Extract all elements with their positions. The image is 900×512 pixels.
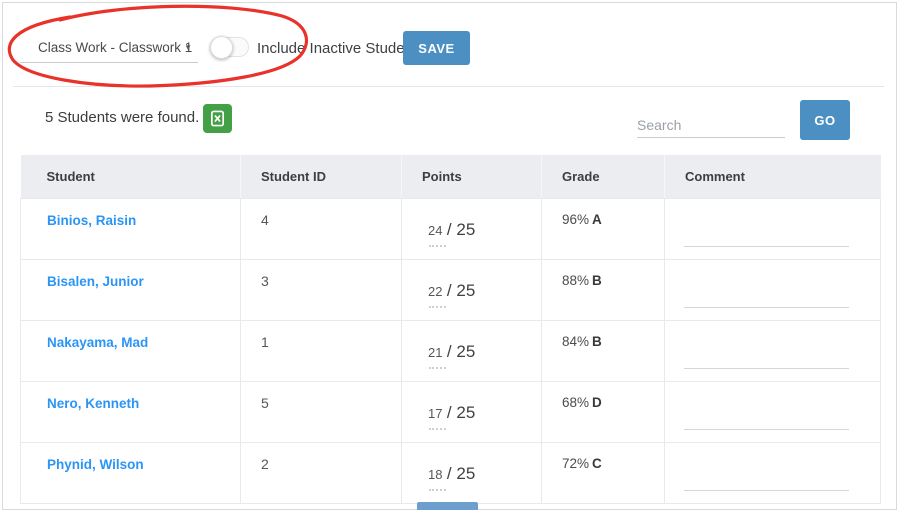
header-student: Student bbox=[20, 155, 241, 199]
excel-export-icon bbox=[210, 110, 225, 127]
student-id-cell: 5 bbox=[240, 380, 402, 443]
points-cell: 21 / 25 bbox=[401, 319, 542, 382]
header-comment: Comment bbox=[664, 155, 881, 199]
student-name-link[interactable]: Binios, Raisin bbox=[47, 212, 137, 228]
student-id-value: 2 bbox=[261, 455, 269, 472]
points-edit-underline bbox=[429, 305, 446, 308]
points-value[interactable]: 17 bbox=[428, 405, 443, 421]
grade-percent: 88% bbox=[562, 272, 590, 288]
grade-letter: D bbox=[592, 394, 602, 410]
toggle-knob bbox=[210, 36, 233, 59]
points-cell: 18 / 25 bbox=[401, 441, 542, 504]
excel-export-button[interactable] bbox=[203, 104, 232, 133]
student-name-link[interactable]: Nero, Kenneth bbox=[47, 395, 140, 411]
points-editable-field[interactable]: 21 / 25 bbox=[402, 321, 541, 362]
student-id-value: 1 bbox=[261, 333, 269, 350]
student-cell: Phynid, Wilson bbox=[20, 441, 241, 504]
points-edit-underline bbox=[429, 244, 446, 247]
grade-percent: 68% bbox=[562, 394, 590, 410]
table-row: Bisalen, Junior 3 22 / 25 88% B bbox=[20, 258, 881, 321]
comment-cell bbox=[664, 258, 881, 321]
comment-cell bbox=[664, 380, 881, 443]
points-value[interactable]: 24 bbox=[428, 222, 443, 238]
grade-letter: B bbox=[592, 272, 602, 288]
grade-letter: C bbox=[592, 455, 602, 471]
student-id-value: 3 bbox=[261, 272, 269, 289]
toolbar-divider bbox=[13, 86, 884, 87]
include-inactive-toggle[interactable] bbox=[210, 36, 249, 59]
assignment-dropdown[interactable]: Class Work - Classwork 1 ▼ bbox=[20, 34, 198, 63]
grade-cell: 84% B bbox=[541, 319, 665, 382]
table-body: Binios, Raisin 4 24 / 25 96% A bbox=[20, 197, 881, 504]
table-row: Nero, Kenneth 5 17 / 25 68% D bbox=[20, 380, 881, 443]
points-max: / 25 bbox=[446, 280, 476, 300]
go-button[interactable]: GO bbox=[800, 100, 850, 140]
points-value[interactable]: 18 bbox=[428, 466, 443, 482]
points-value[interactable]: 21 bbox=[428, 344, 443, 360]
student-id-value: 5 bbox=[261, 394, 269, 411]
header-student-id: Student ID bbox=[240, 155, 402, 199]
comment-input[interactable] bbox=[684, 230, 849, 247]
header-points: Points bbox=[401, 155, 542, 199]
student-name-link[interactable]: Phynid, Wilson bbox=[47, 456, 144, 472]
points-edit-underline bbox=[429, 366, 446, 369]
student-cell: Binios, Raisin bbox=[20, 197, 241, 260]
points-edit-underline bbox=[429, 488, 446, 491]
student-name-link[interactable]: Bisalen, Junior bbox=[47, 273, 144, 289]
assignment-dropdown-value: Class Work - Classwork 1 bbox=[38, 40, 193, 55]
grade-cell: 68% D bbox=[541, 380, 665, 443]
grade-letter: A bbox=[592, 211, 602, 227]
include-inactive-label: Include Inactive Students bbox=[257, 40, 425, 57]
partial-blue-button[interactable] bbox=[417, 502, 478, 510]
table-row: Phynid, Wilson 2 18 / 25 72% C bbox=[20, 441, 881, 504]
points-value[interactable]: 22 bbox=[428, 283, 443, 299]
results-count-text: 5 Students were found. bbox=[45, 109, 200, 126]
student-id-cell: 1 bbox=[240, 319, 402, 382]
points-editable-field[interactable]: 18 / 25 bbox=[402, 443, 541, 484]
points-cell: 24 / 25 bbox=[401, 197, 542, 260]
student-cell: Nero, Kenneth bbox=[20, 380, 241, 443]
search-input[interactable] bbox=[637, 112, 785, 138]
comment-input[interactable] bbox=[684, 352, 849, 369]
points-max: / 25 bbox=[446, 341, 476, 361]
comment-input[interactable] bbox=[684, 474, 849, 491]
grade-cell: 72% C bbox=[541, 441, 665, 504]
points-edit-underline bbox=[429, 427, 446, 430]
points-editable-field[interactable]: 22 / 25 bbox=[402, 260, 541, 301]
student-cell: Bisalen, Junior bbox=[20, 258, 241, 321]
table-header-row: Student Student ID Points Grade Comment bbox=[20, 155, 881, 199]
save-button[interactable]: SAVE bbox=[403, 31, 470, 65]
points-max: / 25 bbox=[446, 402, 476, 422]
comment-cell bbox=[664, 197, 881, 260]
chevron-down-icon: ▼ bbox=[184, 43, 192, 52]
student-name-link[interactable]: Nakayama, Mad bbox=[47, 334, 149, 350]
student-id-cell: 4 bbox=[240, 197, 402, 260]
points-editable-field[interactable]: 24 / 25 bbox=[402, 199, 541, 240]
student-id-value: 4 bbox=[261, 211, 269, 228]
table-row: Binios, Raisin 4 24 / 25 96% A bbox=[20, 197, 881, 260]
grade-percent: 72% bbox=[562, 455, 590, 471]
comment-input[interactable] bbox=[684, 413, 849, 430]
grade-letter: B bbox=[592, 333, 602, 349]
grade-percent: 96% bbox=[562, 211, 590, 227]
students-table: Student Student ID Points Grade Comment … bbox=[20, 155, 881, 504]
student-cell: Nakayama, Mad bbox=[20, 319, 241, 382]
student-id-cell: 2 bbox=[240, 441, 402, 504]
comment-input[interactable] bbox=[684, 291, 849, 308]
grade-percent: 84% bbox=[562, 333, 590, 349]
points-cell: 17 / 25 bbox=[401, 380, 542, 443]
points-max: / 25 bbox=[446, 463, 476, 483]
table-row: Nakayama, Mad 1 21 / 25 84% B bbox=[20, 319, 881, 382]
points-editable-field[interactable]: 17 / 25 bbox=[402, 382, 541, 423]
header-grade: Grade bbox=[541, 155, 665, 199]
comment-cell bbox=[664, 441, 881, 504]
grade-cell: 88% B bbox=[541, 258, 665, 321]
grade-cell: 96% A bbox=[541, 197, 665, 260]
points-cell: 22 / 25 bbox=[401, 258, 542, 321]
comment-cell bbox=[664, 319, 881, 382]
student-id-cell: 3 bbox=[240, 258, 402, 321]
points-max: / 25 bbox=[446, 219, 476, 239]
